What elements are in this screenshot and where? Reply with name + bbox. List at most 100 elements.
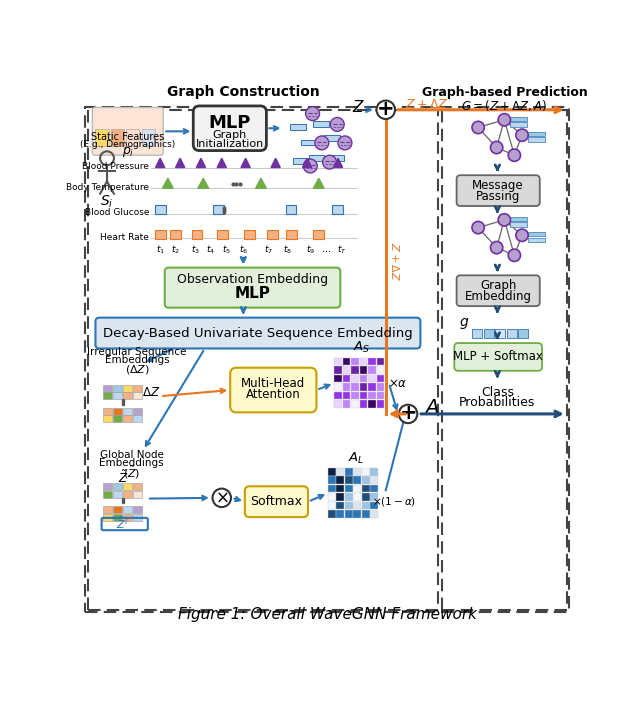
- Bar: [371, 467, 378, 475]
- Text: Graph: Graph: [480, 279, 516, 292]
- Bar: [111, 129, 124, 146]
- Bar: [88, 110, 438, 610]
- Text: $\tilde{Z}$: $\tilde{Z}$: [118, 470, 129, 486]
- Text: Global Node: Global Node: [100, 451, 164, 460]
- Bar: [518, 329, 528, 337]
- Bar: [342, 358, 350, 366]
- Bar: [528, 238, 545, 243]
- Bar: [334, 383, 342, 391]
- Bar: [362, 502, 369, 510]
- Bar: [368, 392, 376, 399]
- Bar: [308, 155, 324, 160]
- Text: Probabilities: Probabilities: [460, 396, 536, 409]
- Text: Graph Construction: Graph Construction: [167, 85, 319, 99]
- Text: Irregular Sequence: Irregular Sequence: [87, 347, 187, 357]
- Bar: [362, 485, 369, 493]
- Bar: [507, 329, 516, 337]
- Bar: [511, 217, 527, 221]
- Bar: [328, 502, 336, 510]
- Text: $A_L$: $A_L$: [348, 451, 364, 466]
- Bar: [133, 506, 143, 513]
- Text: Softmax: Softmax: [250, 495, 303, 508]
- Bar: [495, 329, 505, 337]
- Bar: [291, 124, 306, 130]
- Bar: [368, 358, 376, 366]
- Circle shape: [498, 214, 511, 226]
- Text: $t_2$: $t_2$: [171, 244, 180, 256]
- Circle shape: [516, 129, 528, 141]
- Bar: [123, 408, 132, 415]
- Bar: [141, 129, 155, 146]
- Bar: [484, 329, 493, 337]
- Bar: [360, 375, 367, 382]
- Bar: [371, 485, 378, 493]
- Bar: [334, 366, 342, 374]
- Text: $t_7$: $t_7$: [264, 244, 273, 256]
- Bar: [267, 230, 278, 239]
- Bar: [345, 502, 353, 510]
- Bar: [360, 383, 367, 391]
- Bar: [123, 385, 132, 392]
- Text: $\times\alpha$: $\times\alpha$: [388, 377, 407, 389]
- Text: Embeddings: Embeddings: [105, 355, 170, 365]
- FancyBboxPatch shape: [92, 108, 163, 155]
- Bar: [362, 494, 369, 501]
- Text: $G = (Z + \Delta Z, A)$: $G = (Z + \Delta Z, A)$: [461, 98, 547, 112]
- Text: $\tilde{Z}^T$: $\tilde{Z}^T$: [116, 515, 131, 531]
- Text: $t_9$: $t_9$: [307, 244, 316, 256]
- Bar: [345, 467, 353, 475]
- Bar: [133, 385, 143, 392]
- Bar: [353, 502, 361, 510]
- Bar: [360, 400, 367, 408]
- Bar: [376, 366, 384, 374]
- Text: $t_5$: $t_5$: [222, 244, 231, 256]
- Text: $A_S$: $A_S$: [353, 340, 371, 355]
- Bar: [301, 140, 316, 146]
- Bar: [123, 483, 132, 490]
- Text: Graph: Graph: [212, 130, 247, 140]
- Bar: [133, 514, 143, 521]
- Circle shape: [338, 136, 352, 150]
- Text: $S_i$: $S_i$: [100, 193, 114, 209]
- Bar: [133, 483, 143, 490]
- Bar: [103, 415, 113, 423]
- Circle shape: [323, 155, 337, 169]
- Bar: [244, 230, 255, 239]
- Bar: [192, 230, 202, 239]
- Bar: [351, 392, 359, 399]
- Bar: [353, 510, 361, 518]
- Text: $Z + \Delta Z$: $Z + \Delta Z$: [389, 243, 401, 281]
- Bar: [328, 485, 336, 493]
- Bar: [103, 408, 113, 415]
- Bar: [133, 392, 143, 399]
- Text: Body Temperature: Body Temperature: [67, 183, 149, 192]
- Bar: [314, 122, 329, 127]
- Polygon shape: [303, 158, 312, 167]
- Bar: [113, 514, 122, 521]
- Text: $\cdots$: $\cdots$: [321, 245, 332, 254]
- Text: Decay-Based Univariate Sequence Embedding: Decay-Based Univariate Sequence Embeddin…: [103, 327, 413, 340]
- Bar: [337, 477, 344, 484]
- Text: $t_4$: $t_4$: [206, 244, 216, 256]
- Bar: [528, 232, 545, 236]
- Text: Initialization: Initialization: [196, 138, 264, 148]
- Polygon shape: [271, 158, 280, 167]
- Bar: [351, 375, 359, 382]
- FancyBboxPatch shape: [454, 343, 542, 370]
- Bar: [113, 392, 122, 399]
- Bar: [103, 491, 113, 498]
- Text: Embedding: Embedding: [465, 290, 532, 302]
- FancyBboxPatch shape: [230, 368, 316, 413]
- Polygon shape: [217, 158, 227, 167]
- Bar: [332, 205, 342, 214]
- Bar: [342, 375, 350, 382]
- Bar: [133, 491, 143, 498]
- FancyBboxPatch shape: [95, 318, 420, 349]
- Text: $t_3$: $t_3$: [191, 244, 200, 256]
- Circle shape: [508, 149, 520, 162]
- Bar: [314, 230, 324, 239]
- Bar: [123, 415, 132, 423]
- Bar: [371, 477, 378, 484]
- Bar: [213, 205, 224, 214]
- Bar: [353, 477, 361, 484]
